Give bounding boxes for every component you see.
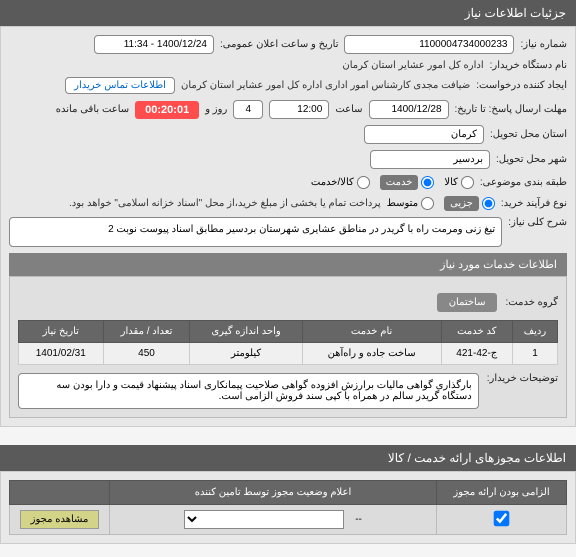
need-no-field: 1100004734000233 (344, 35, 514, 54)
col-date: تاریخ نیاز (19, 321, 104, 343)
buyer-label: نام دستگاه خریدار: (490, 60, 567, 71)
buytype-radio-group: جزیی متوسط (387, 196, 495, 211)
license-header: اطلاعات مجوزهای ارائه خدمت / کالا (0, 445, 576, 471)
city-label: شهر محل تحویل: (496, 154, 567, 165)
license-row: -- مشاهده مجوز (10, 505, 567, 535)
class-service-text: خدمت (380, 175, 419, 190)
desc-field: تیغ زنی ومرمت راه با گریدر در مناطق عشای… (9, 217, 502, 247)
cell-name: ساخت جاده و راه‌آهن (302, 343, 441, 365)
province-field: کرمان (364, 125, 484, 144)
class-goods-option[interactable]: کالا (444, 176, 474, 189)
col-name: نام خدمت (302, 321, 441, 343)
col-code: کد خدمت (441, 321, 513, 343)
deadline-time: 12:00 (269, 100, 329, 119)
buytype-mid-text: متوسط (387, 198, 418, 209)
deadline-date: 1400/12/28 (369, 100, 449, 119)
time-label: ساعت (335, 104, 362, 115)
cell-code: ج-42-421 (441, 343, 513, 365)
buytype-label: نوع فرآیند خرید: (501, 198, 567, 209)
panel-header: جزئیات اطلاعات نیاز (0, 0, 576, 26)
remain-label: ساعت باقی مانده (56, 104, 129, 115)
cell-date: 1401/02/31 (19, 343, 104, 365)
lic-col-action (10, 481, 110, 505)
lic-col-mandatory: الزامی بودن ارائه مجوز (437, 481, 567, 505)
buyer-value: اداره کل امور عشایر استان کرمان (342, 60, 483, 71)
buyer-desc-label: توضیحات خریدار: (487, 373, 558, 384)
desc-label: شرح کلی نیاز: (508, 217, 567, 228)
province-label: استان محل تحویل: (490, 129, 567, 140)
cell-idx: 1 (513, 343, 558, 365)
lic-status-cell: -- (110, 505, 437, 535)
lic-action-cell: مشاهده مجوز (10, 505, 110, 535)
services-box: گروه خدمت: ساختمان ردیف کد خدمت نام خدمت… (9, 276, 567, 418)
group-label: گروه خدمت: (505, 297, 558, 308)
buytype-small-text: جزیی (444, 196, 479, 211)
license-box: الزامی بودن ارائه مجوز اعلام وضعیت مجوز … (0, 471, 576, 544)
services-header: اطلاعات خدمات مورد نیاز (9, 253, 567, 276)
class-radio-group: کالا خدمت کالا/خدمت (311, 175, 474, 190)
pubdate-field: 1400/12/24 - 11:34 (94, 35, 214, 54)
class-goods-text: کالا (444, 177, 458, 188)
table-row: 1 ج-42-421 ساخت جاده و راه‌آهن کیلومتر 4… (19, 343, 558, 365)
view-license-button[interactable]: مشاهده مجوز (20, 510, 100, 529)
deadline-label: مهلت ارسال پاسخ: تا تاریخ: (455, 104, 567, 115)
lic-status-select[interactable] (184, 510, 344, 529)
lic-col-status: اعلام وضعیت مجوز توسط تامین کننده (110, 481, 437, 505)
lic-dash: -- (355, 514, 362, 525)
creator-value: ضیافت مجدی کارشناس امور اداری اداره کل ا… (181, 80, 470, 91)
days-field: 4 (233, 100, 263, 119)
cell-qty: 450 (103, 343, 190, 365)
class-both-option[interactable]: کالا/خدمت (311, 176, 370, 189)
license-table: الزامی بودن ارائه مجوز اعلام وضعیت مجوز … (9, 480, 567, 535)
col-row: ردیف (513, 321, 558, 343)
class-service-option[interactable]: خدمت (380, 175, 435, 190)
contact-button[interactable]: اطلاعات تماس خریدار (65, 77, 175, 94)
col-qty: تعداد / مقدار (103, 321, 190, 343)
days-label: روز و (205, 104, 227, 115)
buytype-mid-option[interactable]: متوسط (387, 197, 434, 210)
main-form: شماره نیاز: 1100004734000233 تاریخ و ساع… (0, 26, 576, 427)
class-label: طبقه بندی موضوعی: (480, 177, 567, 188)
city-field: بردسیر (370, 150, 490, 169)
lic-mandatory-cell (437, 505, 567, 535)
creator-label: ایجاد کننده درخواست: (476, 80, 567, 91)
cell-unit: کیلومتر (190, 343, 302, 365)
countdown-timer: 00:20:01 (135, 101, 199, 119)
group-value: ساختمان (437, 293, 498, 312)
need-no-label: شماره نیاز: (520, 39, 567, 50)
buyer-desc-text: بارگذاری گواهی مالیات برارزش افزوده گواه… (18, 373, 479, 409)
services-table: ردیف کد خدمت نام خدمت واحد اندازه گیری ت… (18, 320, 558, 365)
buy-note: پرداخت تمام یا بخشی از مبلغ خرید،از محل … (69, 198, 381, 209)
col-unit: واحد اندازه گیری (190, 321, 302, 343)
pubdate-label: تاریخ و ساعت اعلان عمومی: (220, 39, 339, 50)
lic-mandatory-checkbox[interactable] (494, 510, 510, 526)
panel-title: جزئیات اطلاعات نیاز (465, 6, 566, 20)
class-both-text: کالا/خدمت (311, 177, 354, 188)
buytype-small-option[interactable]: جزیی (444, 196, 495, 211)
